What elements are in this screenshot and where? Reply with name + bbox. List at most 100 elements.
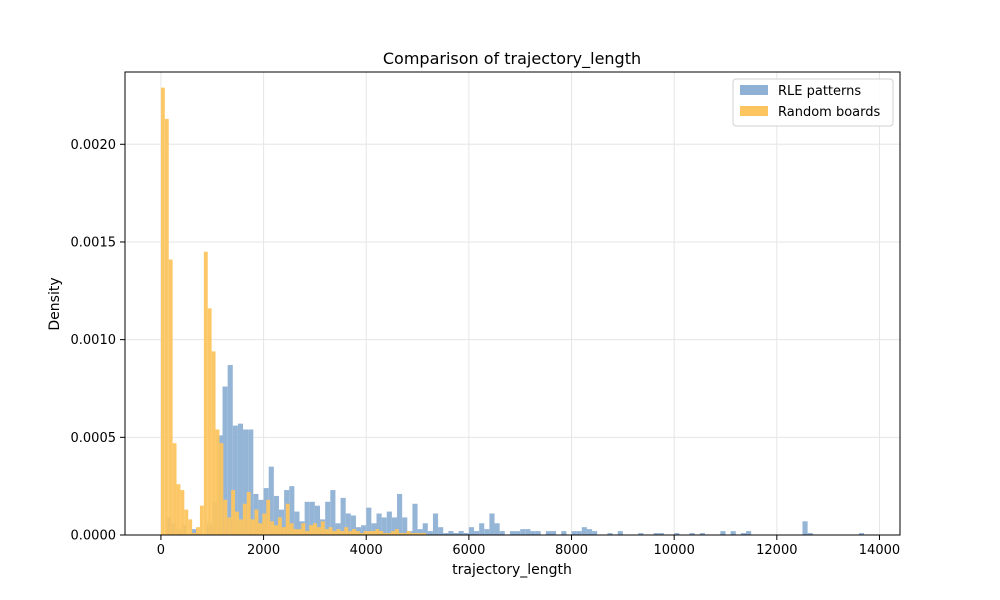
bar-rle-patterns <box>479 523 485 535</box>
y-tick-label: 0.0005 <box>71 431 117 446</box>
bar-rle-patterns <box>438 527 444 535</box>
y-tick-label: 0.0020 <box>71 138 117 153</box>
bar-rle-patterns <box>258 499 264 535</box>
bar-random-boards <box>402 533 407 535</box>
bar-rle-patterns <box>638 533 644 535</box>
bar-rle-patterns <box>402 517 408 535</box>
bar-random-boards <box>262 513 267 535</box>
bar-random-boards <box>352 529 356 535</box>
bar-random-boards <box>363 531 368 535</box>
bar-rle-patterns <box>453 533 459 535</box>
bar-rle-patterns <box>499 531 505 535</box>
bar-rle-patterns <box>515 531 521 535</box>
bar-random-boards <box>184 509 189 535</box>
bar-random-boards <box>344 527 349 535</box>
bar-random-boards <box>406 531 411 535</box>
bar-rle-patterns <box>314 505 321 535</box>
bar-random-boards <box>301 523 306 535</box>
bar-rle-patterns <box>381 517 387 535</box>
bar-rle-patterns <box>592 531 598 535</box>
bar-random-boards <box>328 527 333 535</box>
bar-random-boards <box>285 503 290 535</box>
legend-box <box>732 78 894 127</box>
bar-random-boards <box>246 492 251 535</box>
bar-rle-patterns <box>366 507 372 535</box>
bar-random-boards <box>266 499 271 535</box>
legend-swatch-rle-patterns <box>740 85 768 95</box>
bar-rle-patterns <box>509 531 516 535</box>
bar-rle-patterns <box>417 529 423 535</box>
bar-rle-patterns <box>530 531 536 535</box>
bar-random-boards <box>348 531 353 535</box>
bar-random-boards <box>305 531 310 535</box>
bar-random-boards <box>231 490 236 535</box>
bar-rle-patterns <box>581 527 587 535</box>
bar-random-boards <box>277 517 282 535</box>
bar-random-boards <box>207 308 212 535</box>
bar-random-boards <box>336 529 341 535</box>
bar-rle-patterns <box>746 531 752 535</box>
bar-rle-patterns <box>340 497 346 535</box>
bar-rle-patterns <box>807 533 813 535</box>
bar-random-boards <box>394 529 399 535</box>
bar-rle-patterns <box>427 531 433 535</box>
bar-rle-patterns <box>674 533 680 535</box>
bar-rle-patterns <box>391 517 398 535</box>
bar-rle-patterns <box>237 423 244 535</box>
bar-random-boards <box>414 533 419 535</box>
bar-random-boards <box>309 525 314 535</box>
bar-random-boards <box>391 531 395 535</box>
y-tick-label: 0.0015 <box>71 235 117 250</box>
bar-rle-patterns <box>345 513 351 535</box>
chart-title: Comparison of trajectory_length <box>383 49 641 69</box>
bar-rle-patterns <box>571 531 577 535</box>
bar-rle-patterns <box>268 466 274 535</box>
x-tick-label: 0 <box>157 543 165 558</box>
bar-random-boards <box>340 531 345 535</box>
bar-rle-patterns <box>243 429 249 535</box>
plot-frame <box>124 71 901 536</box>
bar-random-boards <box>355 531 360 535</box>
bar-random-boards <box>168 259 173 535</box>
bar-rle-patterns <box>576 531 582 535</box>
bar-rle-patterns <box>653 533 659 535</box>
bar-rle-patterns <box>422 523 428 535</box>
bar-rle-patterns <box>720 531 726 535</box>
bar-random-boards <box>188 519 193 535</box>
bar-rle-patterns <box>740 533 747 535</box>
bar-rle-patterns <box>294 511 300 535</box>
bar-rle-patterns <box>689 533 695 535</box>
bar-random-boards <box>316 527 321 535</box>
bar-random-boards <box>203 251 208 535</box>
bar-random-boards <box>223 499 228 535</box>
bar-rle-patterns <box>489 513 495 535</box>
bar-random-boards <box>398 533 403 535</box>
x-tick-label: 4000 <box>350 543 383 558</box>
bar-rle-patterns <box>304 501 310 535</box>
legend: RLE patterns Random boards <box>732 78 894 127</box>
bar-rle-patterns <box>432 513 439 535</box>
bar-random-boards <box>270 521 275 535</box>
bar-random-boards <box>242 503 247 535</box>
bar-rle-patterns <box>658 533 664 535</box>
bar-random-boards <box>383 533 388 535</box>
bar-rle-patterns <box>617 531 623 535</box>
legend-label-rle-patterns: RLE patterns <box>778 84 861 99</box>
bar-random-boards <box>422 533 427 535</box>
bar-random-boards <box>199 505 204 535</box>
bar-random-boards <box>324 529 329 535</box>
bar-rle-patterns <box>458 531 464 535</box>
bar-random-boards <box>371 531 376 535</box>
x-axis: 0 2000 4000 6000 8000 10000 12000 14000 <box>157 535 900 558</box>
bar-rle-patterns <box>289 486 295 535</box>
bar-random-boards <box>359 533 364 535</box>
bar-rle-patterns <box>248 429 254 535</box>
bar-rle-patterns <box>545 531 551 535</box>
bar-random-boards <box>250 519 255 535</box>
bar-rle-patterns <box>802 521 808 535</box>
bar-rle-patterns <box>191 529 197 535</box>
bar-rle-patterns <box>561 531 567 535</box>
bar-random-boards <box>238 519 243 535</box>
x-axis-title: trajectory_length <box>452 562 572 578</box>
